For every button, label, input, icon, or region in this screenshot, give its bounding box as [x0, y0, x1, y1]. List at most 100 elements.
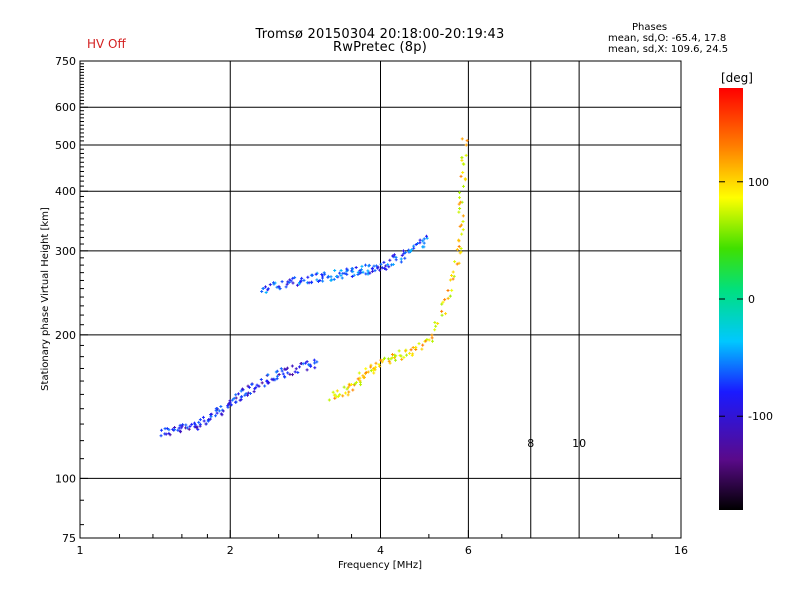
colorbar-tick-label: 100: [748, 176, 769, 189]
echo-point: [378, 268, 382, 272]
echo-point: [401, 249, 405, 253]
echo-point: [400, 253, 404, 257]
echo-point: [356, 377, 360, 381]
echo-point: [459, 246, 463, 250]
colorbar-tick-label: -100: [748, 410, 773, 423]
echo-point: [326, 275, 330, 279]
echo-point: [260, 381, 264, 385]
echo-point: [399, 257, 403, 261]
echo-point: [384, 264, 388, 268]
echo-point: [364, 371, 368, 375]
echo-point: [179, 426, 183, 430]
echo-point: [288, 372, 292, 376]
echo-point: [410, 248, 414, 252]
echo-point: [310, 280, 314, 284]
echo-point: [302, 278, 306, 282]
echo-point: [260, 289, 264, 293]
echo-point: [297, 365, 301, 369]
echo-point: [208, 417, 212, 421]
echo-point: [215, 407, 219, 411]
echo-point: [272, 282, 276, 286]
echo-point: [198, 424, 202, 428]
echo-point: [284, 285, 288, 289]
echo-point: [418, 241, 422, 245]
y-axis-label: Stationary phase Virtual Height [km]: [40, 207, 51, 391]
echo-point: [458, 206, 462, 210]
echo-point: [399, 354, 403, 358]
echo-point: [461, 214, 465, 218]
y-tick-label: 200: [55, 329, 76, 342]
echo-point: [353, 382, 357, 386]
echo-point: [184, 423, 188, 427]
echo-point: [366, 370, 370, 374]
echo-point: [300, 276, 304, 280]
echo-point: [359, 271, 363, 275]
echo-point: [420, 347, 424, 351]
echo-point: [275, 285, 279, 289]
echo-point: [387, 265, 391, 269]
echo-point: [333, 396, 337, 400]
echo-point: [290, 364, 294, 368]
echo-point: [457, 261, 461, 265]
echo-point: [373, 368, 377, 372]
echo-point: [173, 428, 177, 432]
echo-point: [167, 428, 171, 432]
echo-point: [214, 414, 218, 418]
echo-point: [313, 366, 317, 370]
colorbar-label: [deg]: [721, 71, 753, 85]
echo-point: [411, 346, 415, 350]
echo-point: [332, 393, 336, 397]
echo-point: [440, 309, 444, 313]
echo-point: [457, 238, 461, 242]
echo-point: [299, 280, 303, 284]
echo-point: [289, 279, 293, 283]
echo-point: [440, 302, 444, 306]
echo-point: [167, 432, 171, 436]
echo-point: [178, 423, 182, 427]
echo-point: [391, 262, 395, 266]
echo-point: [379, 358, 383, 362]
echo-point: [196, 427, 200, 431]
echo-point: [358, 376, 362, 380]
echo-point: [236, 392, 240, 396]
echo-point: [350, 274, 354, 278]
echo-point: [202, 419, 206, 423]
echo-point: [425, 236, 429, 240]
echo-point: [240, 387, 244, 391]
echo-point: [450, 288, 454, 292]
echo-point: [382, 260, 386, 264]
echo-point: [243, 393, 247, 397]
echo-point: [387, 359, 391, 363]
echo-point: [441, 300, 445, 304]
echo-point: [386, 357, 390, 361]
echo-point: [311, 273, 315, 277]
echo-point: [247, 385, 251, 389]
echo-point: [185, 426, 189, 430]
echo-point: [440, 313, 444, 317]
echo-point: [339, 273, 343, 277]
echo-point: [422, 237, 426, 241]
echo-point: [418, 238, 422, 242]
echo-point: [345, 272, 349, 276]
echo-point: [403, 256, 407, 260]
echo-point: [287, 281, 291, 285]
echo-point: [281, 372, 285, 376]
echo-point: [280, 369, 284, 373]
echo-point: [354, 380, 358, 384]
y-tick-label: 500: [55, 139, 76, 152]
echo-point: [253, 387, 257, 391]
echo-point: [460, 137, 464, 141]
echo-point: [331, 390, 335, 394]
echo-point: [344, 391, 348, 395]
echo-point: [421, 239, 425, 243]
phase-stats-x: mean, sd,X: 109.6, 24.5: [608, 44, 729, 55]
echo-point: [215, 411, 219, 415]
echo-point: [414, 345, 418, 349]
echo-point: [210, 412, 214, 416]
echo-point: [221, 409, 225, 413]
echo-point: [346, 393, 350, 397]
echo-point: [427, 338, 431, 342]
echo-point: [239, 389, 243, 393]
chart-subtitle: RwPretec (8p): [333, 40, 427, 55]
echo-point: [348, 383, 352, 387]
